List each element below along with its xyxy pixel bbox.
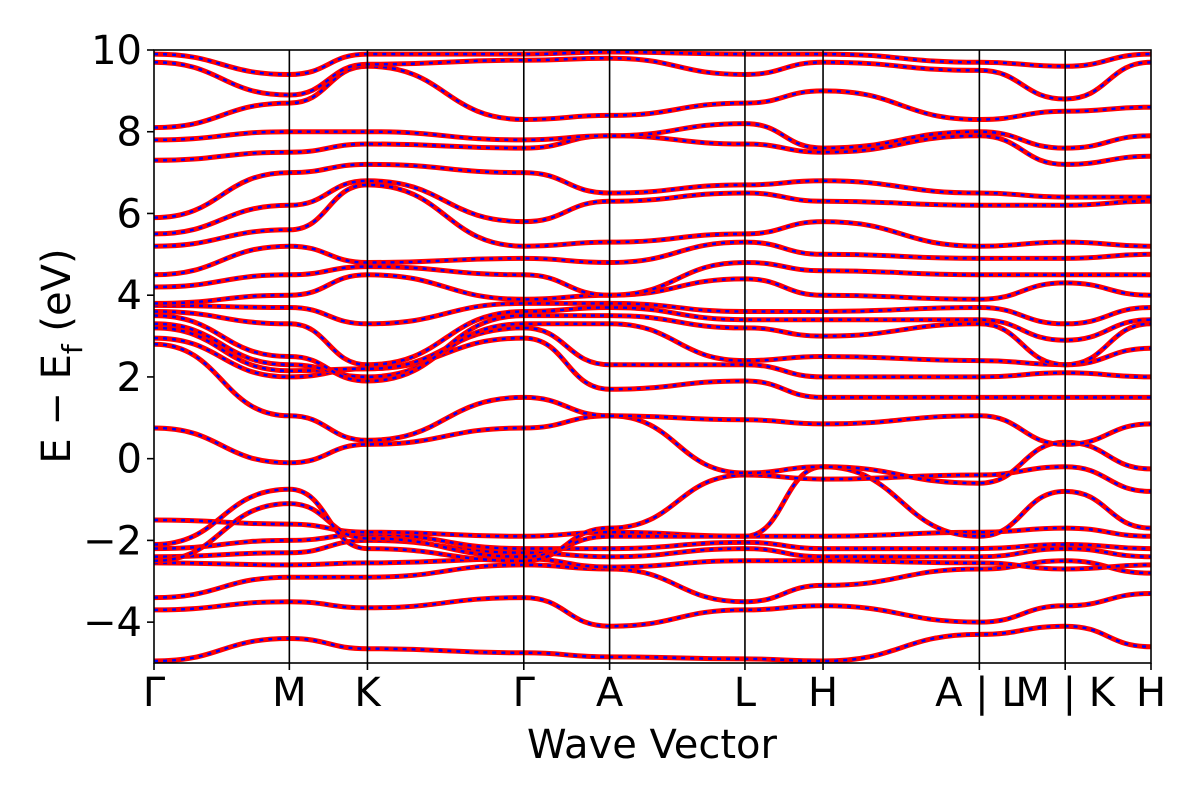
y-tick-label: 0 <box>117 437 142 483</box>
x-tick-label: M | K <box>1015 670 1116 716</box>
x-tick-label: L <box>734 670 757 716</box>
band-line-overlay-18 <box>154 273 1151 305</box>
y-tick-label: 6 <box>117 191 142 237</box>
band-line-overlay-9 <box>154 465 1151 563</box>
x-tick-label: H <box>1136 670 1166 716</box>
band-line-1 <box>154 623 1151 663</box>
band-line-overlay-1 <box>154 624 1151 663</box>
y-tick-label: 8 <box>117 110 142 156</box>
band-line-overlay-23 <box>154 163 1151 219</box>
band-line-overlay-27 <box>154 56 1151 101</box>
y-axis-title: E − Ef (eV) <box>34 248 89 463</box>
band-line-overlay-25 <box>154 122 1151 150</box>
plot-frame <box>153 49 1152 664</box>
band-line-24 <box>154 133 1151 167</box>
x-tick-label: K <box>354 670 382 716</box>
x-tick-label: A <box>596 670 624 716</box>
band-line-overlay-24 <box>154 134 1151 166</box>
band-line-overlay-6 <box>154 533 1151 550</box>
x-tick-label: H <box>808 670 838 716</box>
x-axis-ticks: Γ M K Γ A L H A | LM | K H <box>143 663 1166 716</box>
band-line-overlay-13 <box>154 326 1151 379</box>
y-tick-label: 2 <box>117 355 142 401</box>
band-line-23 <box>154 161 1151 221</box>
x-tick-label: Γ <box>143 670 166 716</box>
y-tick-label: 4 <box>117 273 142 319</box>
band-line-overlay-12 <box>154 336 1151 399</box>
band-line-overlay-5 <box>154 539 1151 558</box>
band-line-16 <box>154 304 1151 368</box>
band-line-overlay-14 <box>154 322 1151 379</box>
y-axis-ticks: −4 −2 0 2 4 6 8 10 <box>83 28 154 646</box>
x-tick-label: M <box>272 670 307 716</box>
x-axis-title: Wave Vector <box>527 722 778 768</box>
band-line-overlay-7 <box>154 518 1151 538</box>
band-line-overlay-15 <box>154 314 1151 383</box>
band-line-11 <box>154 341 1151 447</box>
band-line-overlay-2 <box>154 592 1151 628</box>
y-tick-label: 10 <box>91 28 142 74</box>
band-line-overlay-10 <box>154 414 1151 485</box>
band-line-overlay-4 <box>154 557 1151 571</box>
y-tick-label: −4 <box>83 600 142 646</box>
band-series-group <box>154 50 1151 663</box>
band-line-overlay-22 <box>154 179 1151 236</box>
band-line-13 <box>154 325 1151 380</box>
band-line-26 <box>154 63 1151 131</box>
band-line-overlay-20 <box>154 240 1151 276</box>
band-line-overlay-19 <box>154 261 1151 297</box>
band-line-19 <box>154 259 1151 298</box>
band-line-17 <box>154 300 1151 327</box>
high-symmetry-lines <box>288 50 1066 663</box>
band-line-overlay-21 <box>154 183 1151 248</box>
x-tick-label: Γ <box>513 670 536 716</box>
band-line-overlay-3 <box>154 559 1151 603</box>
x-tick-label: A | L <box>935 670 1024 716</box>
band-line-28 <box>154 50 1151 78</box>
y-tick-label: −2 <box>83 518 142 564</box>
band-line-25 <box>154 121 1151 151</box>
